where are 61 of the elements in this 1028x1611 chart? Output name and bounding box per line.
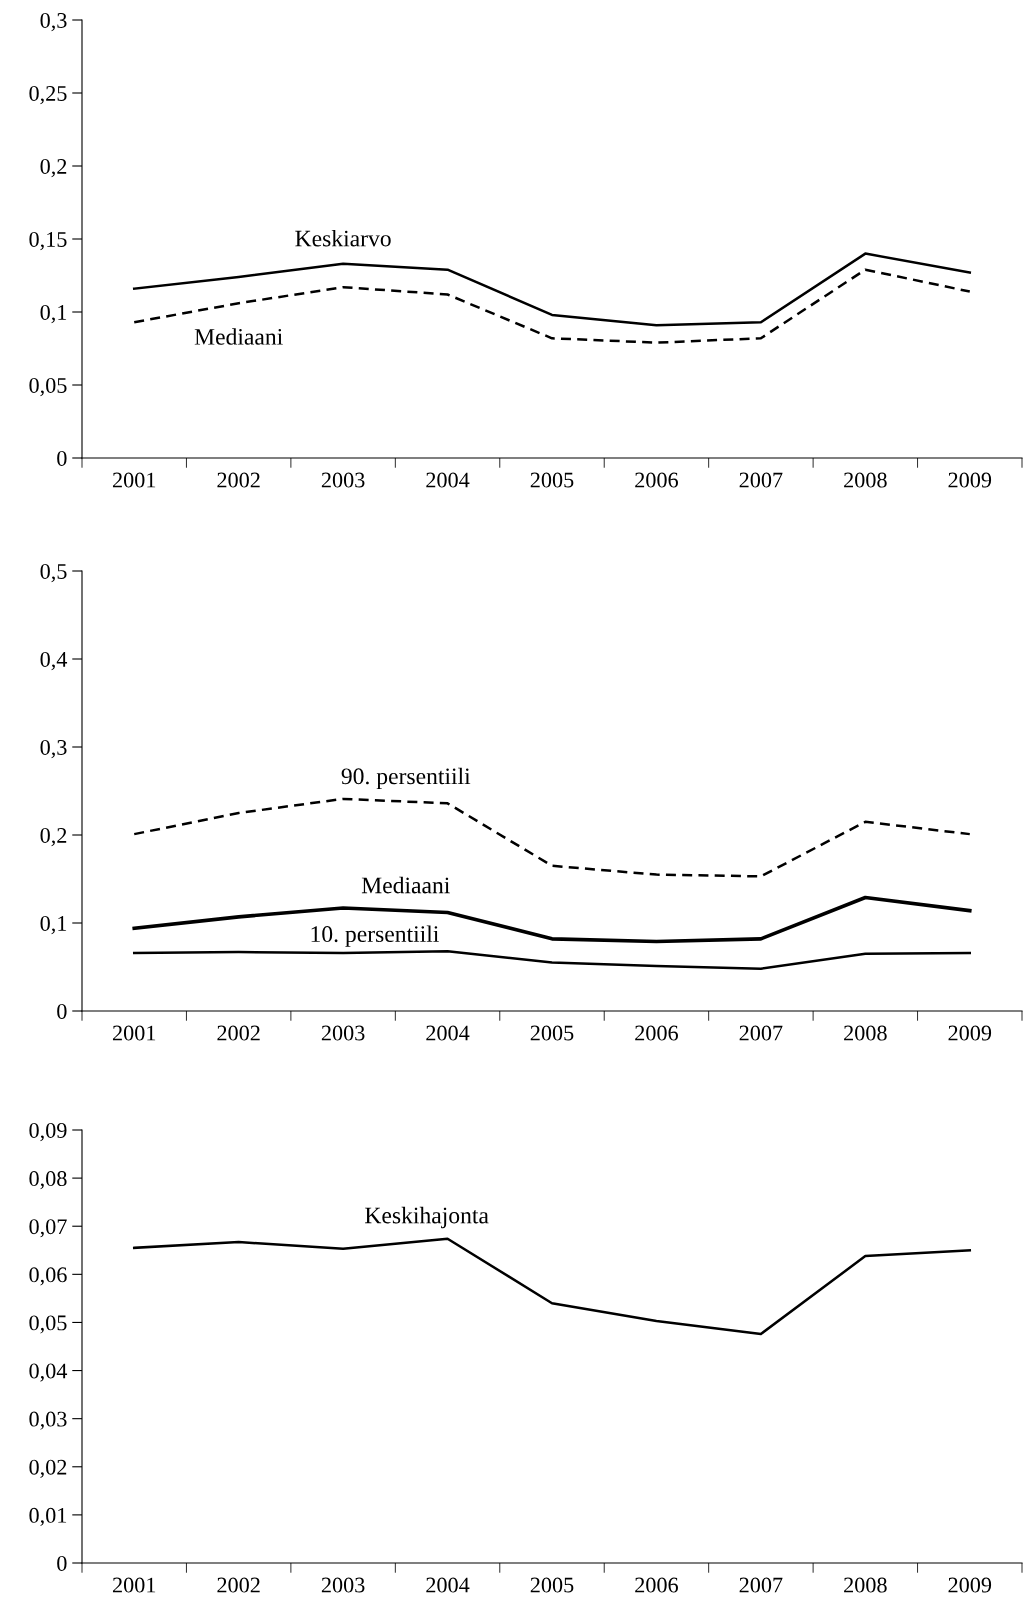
- y-tick-label: 0,05: [29, 377, 67, 397]
- x-tick-label: 2005: [530, 472, 574, 488]
- x-tick-label: 2002: [217, 472, 260, 488]
- x-tick-label: 2001: [112, 472, 156, 488]
- x-tick-label: 2005: [530, 1577, 574, 1593]
- y-tick-label: 0,3: [40, 12, 67, 32]
- x-tick-label: 2009: [948, 1577, 992, 1593]
- x-tick-label: 2009: [948, 472, 992, 488]
- x-tick-label: 2009: [948, 1025, 992, 1041]
- series-label: 10. persentiili: [311, 925, 439, 947]
- x-tick-label: 2002: [217, 1025, 260, 1041]
- y-tick-label: 0,3: [40, 739, 67, 759]
- y-tick-label: 0: [57, 1555, 67, 1571]
- line-series: [132, 949, 972, 971]
- y-tick-label: 0,25: [29, 85, 67, 105]
- series-label: Keskiarvo: [295, 229, 391, 247]
- x-tick-label: 2008: [844, 1577, 887, 1593]
- y-tick-label: 0,01: [29, 1507, 67, 1527]
- x-tick-label: 2007: [739, 472, 783, 488]
- y-tick-label: 0,2: [40, 158, 67, 178]
- line-series: [132, 268, 972, 344]
- x-tick-label: 2005: [530, 1025, 574, 1041]
- x-tick-label: 2006: [635, 1025, 678, 1041]
- x-tick-label: 2007: [739, 1025, 783, 1041]
- x-tick-label: 2003: [321, 1025, 365, 1041]
- y-tick-label: 0,2: [40, 827, 67, 847]
- series-label: Mediaani: [361, 876, 450, 894]
- y-tick-label: 0,4: [40, 651, 68, 671]
- x-tick-label: 2004: [426, 1025, 470, 1041]
- y-tick-label: 0,07: [29, 1219, 67, 1238]
- x-tick-label: 2001: [112, 1577, 156, 1593]
- y-tick-label: 0,04: [29, 1363, 68, 1382]
- y-tick-label: 0,05: [29, 1315, 67, 1334]
- y-tick-label: 0,1: [40, 304, 67, 324]
- y-tick-label: 0,15: [29, 231, 67, 251]
- line-series: [132, 1237, 972, 1336]
- y-tick-label: 0,06: [29, 1267, 67, 1286]
- x-tick-label: 2007: [739, 1577, 783, 1593]
- x-tick-label: 2001: [112, 1025, 156, 1041]
- y-tick-label: 0,09: [29, 1122, 67, 1142]
- series-label: Keskihajonta: [365, 1206, 489, 1229]
- y-tick-label: 0,02: [29, 1459, 67, 1478]
- y-tick-label: 0,5: [40, 563, 67, 583]
- x-tick-label: 2003: [321, 1577, 365, 1593]
- series-label: Mediaani: [194, 328, 283, 345]
- x-tick-label: 2008: [844, 472, 887, 488]
- x-tick-label: 2004: [426, 1577, 470, 1593]
- x-tick-label: 2006: [635, 1577, 678, 1593]
- y-tick-label: 0,03: [29, 1411, 67, 1430]
- y-tick-label: 0: [57, 1003, 67, 1019]
- y-tick-label: 0,1: [40, 915, 67, 935]
- line-series: [132, 797, 972, 878]
- x-tick-label: 2002: [217, 1577, 260, 1593]
- x-tick-label: 2004: [426, 472, 470, 488]
- y-tick-label: 0,08: [29, 1171, 67, 1190]
- x-tick-label: 2006: [635, 472, 678, 488]
- y-tick-label: 0: [57, 450, 67, 466]
- x-tick-label: 2003: [321, 472, 365, 488]
- line-series: [132, 252, 972, 327]
- series-label: 90. persentiili: [341, 767, 471, 790]
- x-tick-label: 2008: [844, 1025, 887, 1041]
